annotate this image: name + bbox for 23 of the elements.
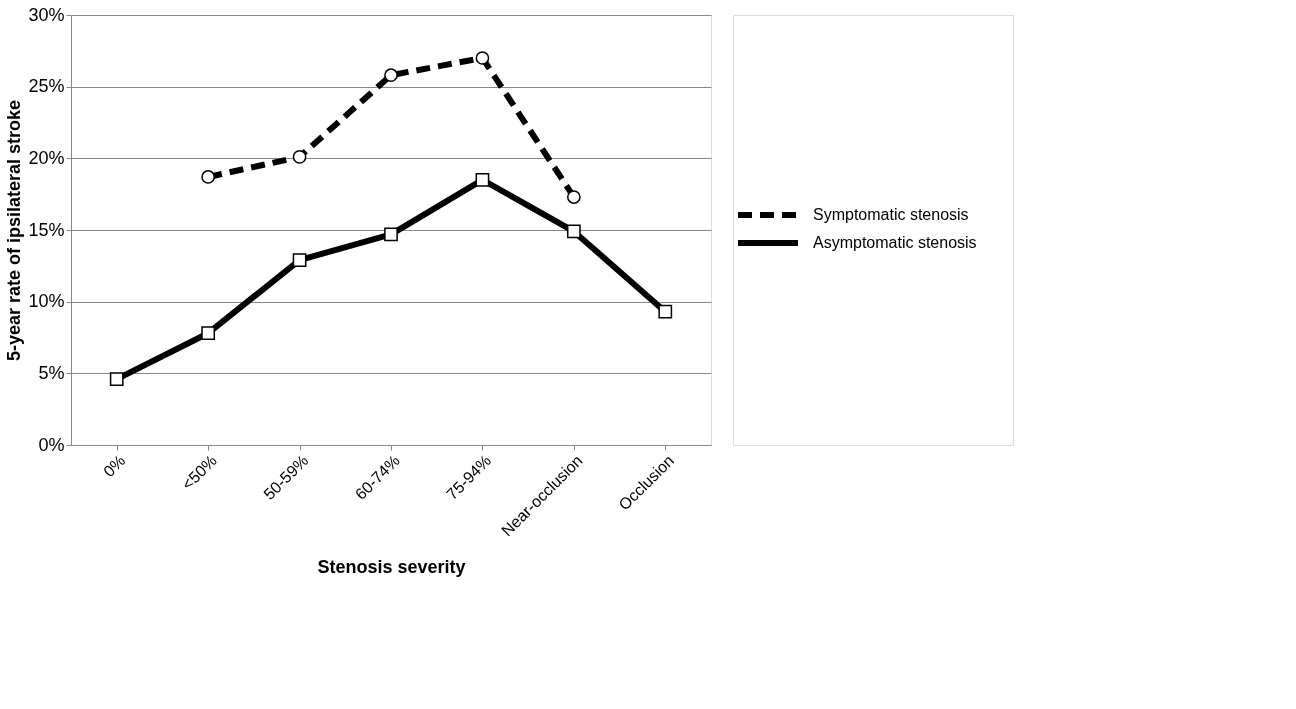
y-tick-label: 25% [28,76,65,97]
x-tick-label: 0% [100,451,129,481]
legend-label: Symptomatic stenosis [813,206,969,223]
point [109,372,124,386]
point [201,170,216,184]
y-tick-label: 30% [28,4,65,25]
point [384,227,398,242]
point [292,150,307,164]
y-tick-label: 10% [28,291,65,312]
point [566,190,581,204]
legend-label: Asymptomatic stenosis [813,234,977,251]
point [292,253,307,267]
y-tick-label: 0% [38,434,65,455]
point [658,304,673,319]
point [475,172,490,187]
y-tick-label: 5% [38,362,65,383]
point [201,326,216,341]
x-axis-title: Stenosis severity [317,557,466,578]
y-tick-label: 20% [28,147,65,168]
point [566,224,581,239]
point [475,51,490,65]
y-tick-label: 15% [28,219,65,240]
y-axis-title: 5-year rate of ipsilateral stroke [4,99,25,362]
